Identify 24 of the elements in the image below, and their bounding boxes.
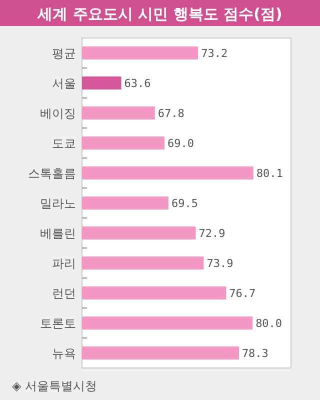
- data-label: 78.3: [242, 347, 268, 360]
- y-tick-label: 뉴욕: [52, 346, 76, 360]
- y-tick-label: 서울: [52, 76, 76, 90]
- data-label: 73.2: [201, 47, 228, 60]
- y-tick-label: 베이징: [40, 106, 76, 120]
- y-tick-label: 스톡홀름: [28, 166, 76, 180]
- y-tick-label: 밀라노: [40, 196, 76, 210]
- data-label: 73.9: [206, 257, 234, 270]
- data-label: 72.9: [198, 227, 226, 240]
- data-label: 63.6: [124, 77, 151, 90]
- y-tick-label: 파리: [52, 256, 76, 270]
- y-tick-label: 평균: [52, 46, 76, 60]
- chart-title: 세계 주요도시 시민 행복도 점수(점): [36, 5, 282, 23]
- data-label: 69.0: [167, 137, 194, 150]
- data-label: 80.0: [256, 317, 282, 330]
- data-label: 69.5: [171, 197, 198, 210]
- data-label: 76.7: [229, 287, 256, 300]
- data-label: 80.1: [256, 167, 283, 180]
- data-label: 67.8: [158, 107, 184, 120]
- y-tick-label: 베를린: [40, 226, 76, 240]
- y-tick-label: 토론토: [40, 316, 76, 330]
- y-tick-label: 도쿄: [52, 136, 76, 150]
- text: ◈ 서울특별시청: [12, 379, 98, 393]
- y-tick-label: 런던: [52, 286, 76, 300]
